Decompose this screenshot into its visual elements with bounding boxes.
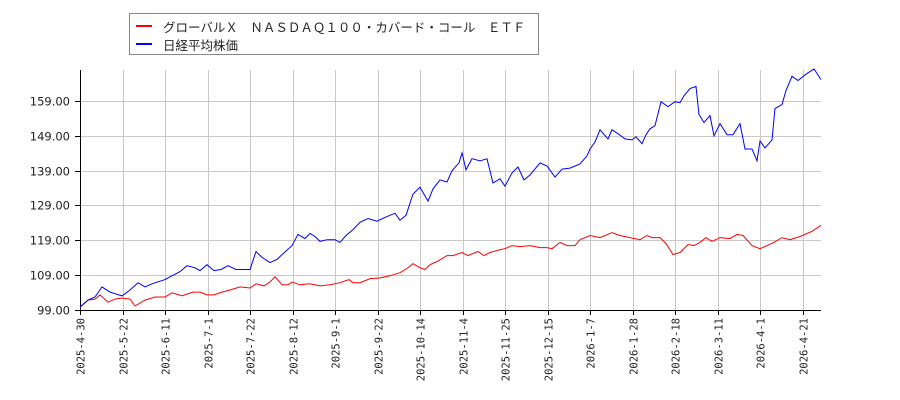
- x-tick-label: 2025-9-1: [331, 318, 343, 369]
- grid-lines: [80, 70, 821, 310]
- y-tick-label: 99.00: [37, 304, 70, 318]
- x-tick-label: 2025-5-22: [119, 318, 131, 375]
- x-tick-label: 2026-2-18: [671, 318, 683, 375]
- y-tick-label: 109.00: [30, 269, 70, 283]
- x-tick-label: 2025-6-11: [161, 318, 173, 375]
- x-tick-label: 2026-4-1: [756, 318, 768, 369]
- x-tick-label: 2025-9-22: [374, 318, 386, 375]
- x-tick-label: 2025-12-15: [544, 318, 556, 381]
- legend-swatch-blue: [136, 43, 152, 45]
- y-tick-label: 159.00: [30, 95, 70, 109]
- legend-item-nikkei: 日経平均株価: [136, 36, 239, 53]
- x-tick-label: 2025-8-12: [289, 318, 301, 375]
- x-tick-label: 2025-7-1: [204, 318, 216, 369]
- y-axis-ticks: 99.00 109.00 119.00 129.00 139.00 149.00 159.0…: [30, 95, 80, 318]
- etf-series-line: [79, 224, 822, 308]
- x-tick-label: 2026-1-28: [629, 318, 641, 375]
- legend-item-etf: グローバルＸ ＮＡＳＤＡＱ１００・カバード・コール ＥＴＦ: [136, 18, 526, 35]
- x-tick-label: 2025-10-14: [416, 318, 428, 381]
- y-tick-label: 139.00: [30, 165, 70, 179]
- data-series: [79, 68, 822, 308]
- x-tick-label: 2025-11-4: [459, 318, 471, 375]
- x-tick-label: 2026-1-7: [586, 318, 598, 369]
- legend: グローバルＸ ＮＡＳＤＡＱ１００・カバード・コール ＥＴＦ 日経平均株価: [129, 13, 539, 55]
- x-tick-label: 2025-11-25: [501, 318, 513, 381]
- y-tick-label: 149.00: [30, 130, 70, 144]
- x-axis-ticks: 2025-4-30 2025-5-22 2025-6-11 2025-7-1 2025-…: [76, 310, 811, 381]
- x-tick-label: 2026-4-21: [799, 318, 811, 375]
- x-tick-label: 2026-3-11: [714, 318, 726, 375]
- legend-label: 日経平均株価: [163, 37, 239, 53]
- x-tick-label: 2025-4-30: [76, 318, 88, 375]
- x-tick-label: 2025-7-22: [246, 318, 258, 375]
- legend-label: グローバルＸ ＮＡＳＤＡＱ１００・カバード・コール ＥＴＦ: [163, 19, 526, 35]
- axes: [80, 70, 821, 311]
- nikkei-series-line: [79, 68, 822, 308]
- y-tick-label: 129.00: [30, 199, 70, 213]
- y-tick-label: 119.00: [30, 234, 70, 248]
- legend-swatch-red: [136, 25, 152, 27]
